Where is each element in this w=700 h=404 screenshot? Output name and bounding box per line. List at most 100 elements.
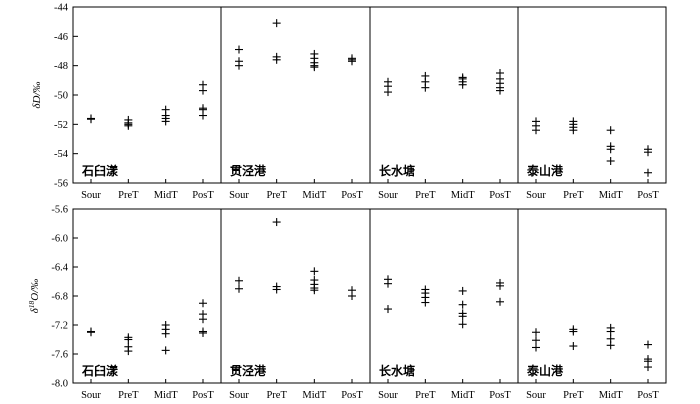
x-tick-label: Sour (81, 190, 101, 201)
data-point (569, 327, 578, 336)
data-point (606, 126, 615, 135)
x-tick-label: Sour (526, 390, 546, 401)
data-point (569, 342, 578, 351)
site-label: 长水塘 (379, 163, 415, 178)
data-point (384, 305, 392, 314)
data-point (235, 45, 243, 54)
site-label: 贯泾港 (230, 163, 267, 178)
x-tick-label: PreT (415, 390, 436, 401)
data-point (124, 347, 133, 356)
y-tick-label: -7.6 (51, 350, 68, 361)
panel-3: 长水塘 Sour PreT MidT PosT (378, 275, 511, 401)
x-tick-label: PosT (341, 390, 363, 401)
data-point (458, 312, 467, 321)
y-tick-label: -6.0 (51, 234, 68, 245)
data-point (532, 343, 540, 352)
data-point (644, 168, 652, 177)
x-tick-label: Sour (378, 390, 398, 401)
panel-2: 贯泾港 Sour PreT MidT PosT (229, 218, 363, 401)
y-tick-label: -46 (54, 32, 68, 43)
data-point (644, 148, 652, 157)
data-point (272, 285, 281, 294)
data-point (606, 157, 615, 165)
chart-oxygen18: -5.6 -6.0 -6.4 -6.8 -7.2 -7.6 -8.0 δ18O/‰ 石臼漾 Sou… (27, 205, 667, 401)
data-point (124, 121, 133, 130)
data-point (532, 328, 540, 337)
x-tick-label: MidT (451, 390, 476, 401)
data-point (348, 57, 356, 66)
data-point (161, 329, 170, 338)
y-tick-label: -8.0 (51, 379, 68, 390)
y-axis-label: δD/‰ (31, 81, 43, 108)
site-label: 石臼漾 (81, 363, 119, 378)
x-tick-label: PreT (118, 190, 139, 201)
panel-1: 石臼漾 Sour PreT MidT PosT (81, 80, 214, 201)
data-point (384, 279, 392, 288)
panel-4: 泰山港 Sour PreT MidT PosT (526, 323, 659, 401)
data-point (235, 284, 243, 293)
data-point (496, 281, 504, 290)
panel-2: 贯泾港 Sour PreT MidT PosT (229, 19, 363, 201)
x-tick-label: Sour (229, 190, 249, 201)
x-tick-label: MidT (599, 390, 624, 401)
x-tick-label: PreT (266, 190, 287, 201)
data-point (421, 298, 430, 307)
data-point (569, 126, 578, 135)
y-tick-label: -5.6 (51, 205, 68, 216)
x-tick-label: MidT (451, 190, 476, 201)
data-point (199, 86, 207, 95)
data-point (532, 336, 540, 345)
x-tick-label: Sour (526, 190, 546, 201)
x-tick-label: MidT (599, 190, 624, 201)
y-tick-label: -54 (54, 149, 69, 160)
data-point (199, 111, 207, 120)
data-point (272, 19, 281, 28)
x-tick-label: PreT (266, 390, 287, 401)
data-point (310, 286, 319, 295)
y-tick-label: -7.2 (51, 321, 68, 332)
data-point (199, 315, 207, 324)
x-tick-label: Sour (81, 390, 101, 401)
data-point (310, 267, 319, 276)
y-tick-label: -48 (54, 61, 68, 72)
x-tick-label: PosT (637, 390, 659, 401)
data-point (235, 276, 243, 285)
x-tick-label: PreT (563, 390, 584, 401)
x-tick-label: PosT (489, 190, 511, 201)
data-point (644, 363, 652, 372)
panel-3: 长水塘 Sour PreT MidT PosT (378, 69, 511, 201)
site-label: 泰山港 (526, 163, 564, 178)
x-tick-label: PreT (118, 390, 139, 401)
x-tick-label: PosT (637, 190, 659, 201)
y-tick-label: -6.4 (51, 263, 68, 274)
data-point (384, 88, 392, 97)
y-tick-label: -6.8 (51, 292, 68, 303)
data-point (606, 145, 615, 154)
data-point (87, 115, 95, 124)
data-point (532, 126, 540, 135)
x-tick-label: MidT (154, 390, 179, 401)
data-point (272, 55, 281, 64)
x-tick-label: Sour (378, 190, 398, 201)
data-point (272, 218, 281, 227)
panel-4: 泰山港 Sour PreT MidT PosT (526, 117, 659, 201)
x-tick-label: PreT (563, 190, 584, 201)
y-axis-label: δ18O/‰ (27, 279, 42, 314)
y-tick-label: -44 (54, 3, 69, 14)
data-point (458, 320, 467, 329)
x-tick-label: PosT (489, 390, 511, 401)
x-tick-label: PosT (341, 190, 363, 201)
panel-1: 石臼漾 Sour PreT MidT PosT (81, 299, 214, 401)
data-point (310, 63, 319, 72)
data-point (199, 299, 207, 308)
x-tick-label: PosT (192, 390, 214, 401)
data-point (199, 328, 207, 337)
data-point (458, 300, 467, 309)
data-point (606, 327, 615, 336)
data-point (348, 292, 356, 300)
site-label: 石臼漾 (81, 163, 119, 178)
x-tick-label: MidT (302, 190, 327, 201)
x-tick-label: MidT (154, 190, 179, 201)
data-point (161, 346, 170, 355)
